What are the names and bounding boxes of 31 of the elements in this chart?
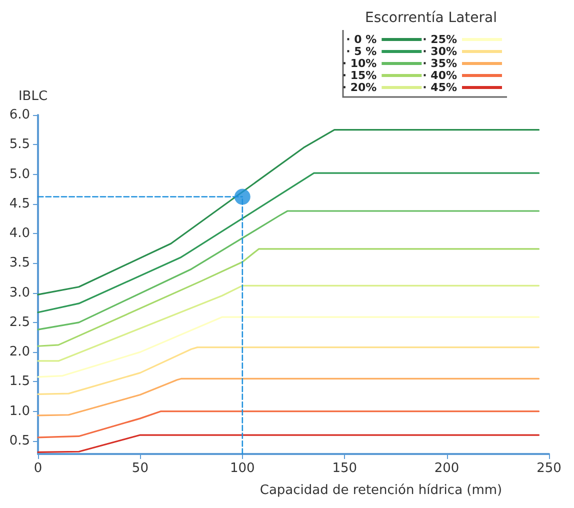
legend-label: · 30% [422,45,457,58]
y-tick-label: 3.5 [9,256,30,271]
y-tick-label: 4.5 [9,196,30,212]
x-tick-label: 50 [132,461,148,476]
y-tick-label: 5.5 [9,137,30,152]
x-tick-label: 0 [34,461,42,476]
legend-label: · 45% [422,81,457,94]
legend-label: · 20% [342,81,377,94]
y-tick-label: 5.0 [9,166,30,182]
y-axis-title: IBLC [18,89,48,104]
y-tick-label: 3.0 [9,285,30,300]
y-tick-label: 1.5 [9,374,30,390]
legend-label: · 35% [422,57,457,70]
legend-title: Escorrentía Lateral [365,10,498,26]
y-tick-label: 6.0 [9,108,30,122]
x-tick-label: 200 [434,461,460,476]
legend-label: · 10% [342,57,377,70]
legend-label: · 25% [422,33,457,46]
legend-label: · 0 % [346,33,377,46]
y-tick-label: 2.5 [9,314,30,330]
legend-label: · 40% [422,69,457,82]
y-tick-label: 0.5 [9,433,30,448]
y-tick-label: 1.0 [9,404,30,419]
x-tick-label: 100 [230,461,255,476]
x-tick-label: 150 [332,461,358,476]
legend-label: · 15% [342,69,377,82]
y-tick-label: 4.0 [9,226,30,242]
y-tick-label: 2.0 [9,344,30,360]
legend-label: · 5 % [346,45,377,58]
x-axis-title: Capacidad de retención hídrica (mm) [260,483,502,498]
x-tick-label: 250 [536,461,562,476]
